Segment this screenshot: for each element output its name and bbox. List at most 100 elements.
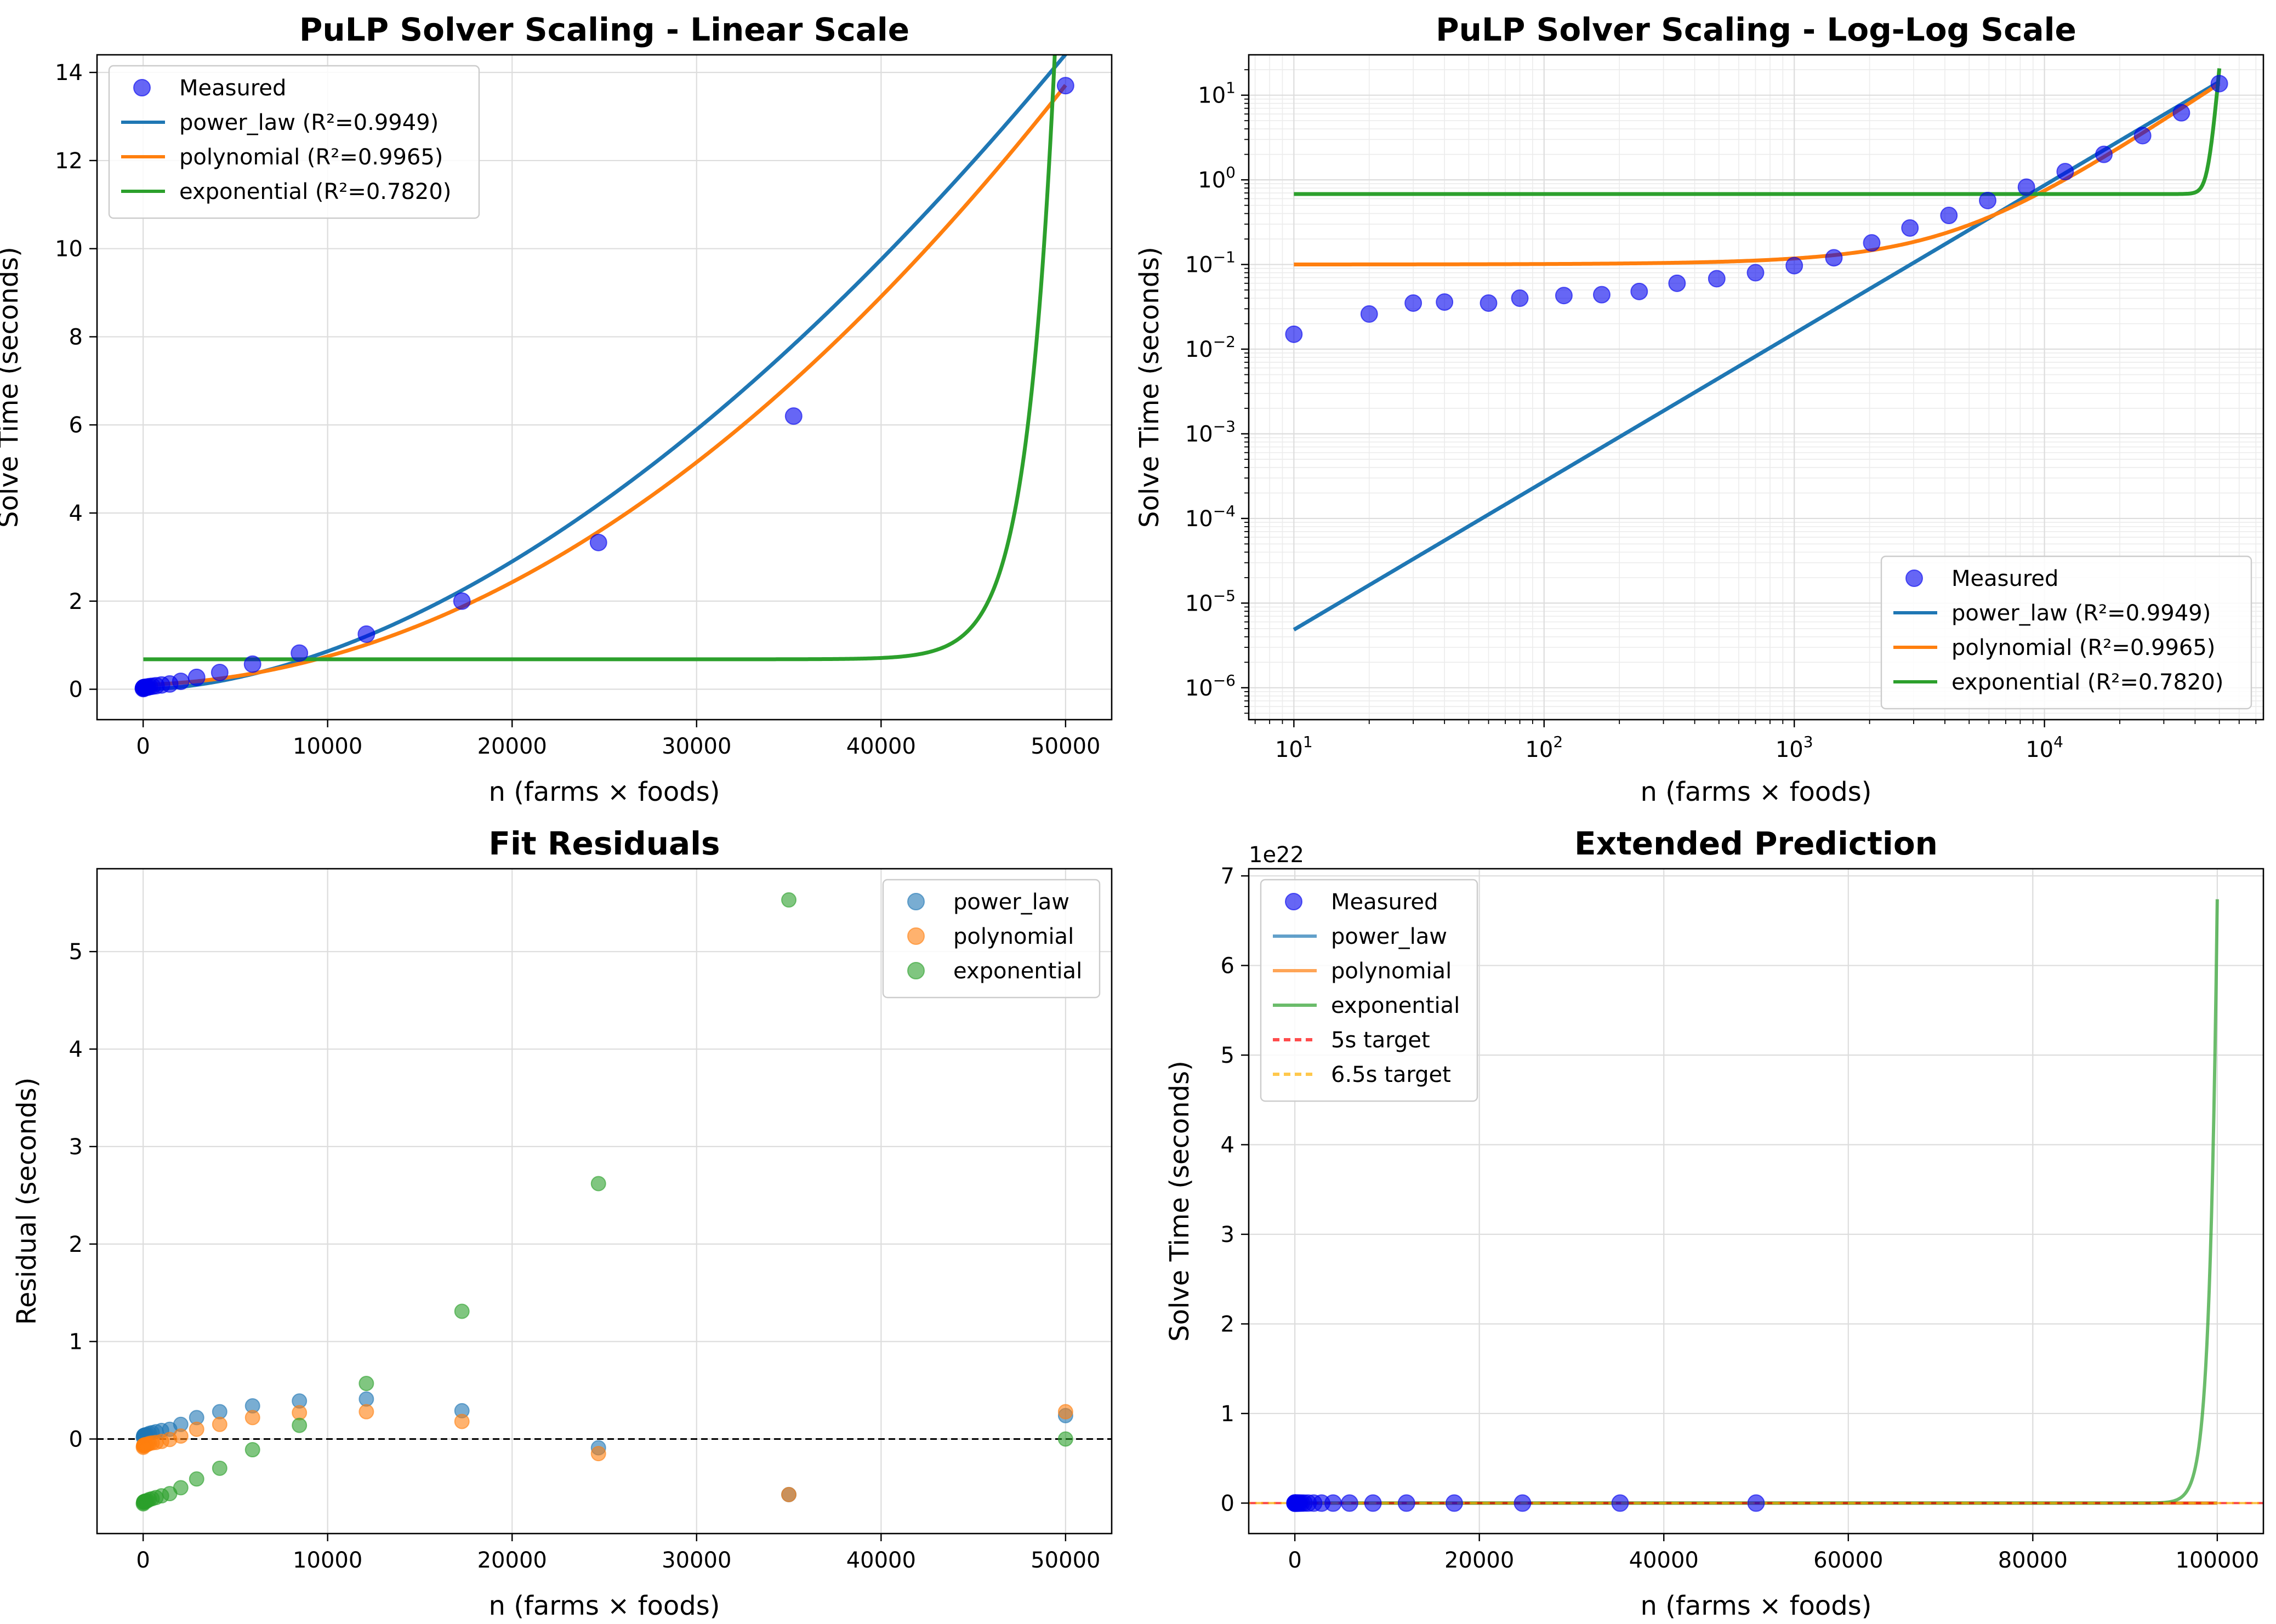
exponential-residual-point [292, 1417, 308, 1433]
exponential-residual-point [781, 892, 797, 908]
measured-point [1480, 294, 1498, 312]
measured-point [2172, 104, 2190, 122]
y-axis-label: Solve Time (seconds) [1164, 1061, 1195, 1342]
legend: Measured power_law (R²=0.9949) polynomial … [108, 65, 480, 219]
measured-point [1979, 191, 1997, 209]
y-tick-label: 0 [1221, 1491, 1234, 1516]
y-tick-label: 10−6 [1185, 671, 1236, 701]
legend-label: polynomial (R²=0.9965) [179, 145, 443, 170]
y-offset-label: 1e22 [1249, 842, 1304, 868]
y-tick-label: 10−5 [1185, 586, 1236, 616]
legend-label: power_law [953, 890, 1069, 915]
measured-point [1863, 234, 1881, 252]
y-tick-label: 7 [1221, 864, 1234, 889]
measured-point [2056, 163, 2074, 181]
measured-point [1397, 1494, 1415, 1512]
polynomial-residual-point [359, 1404, 374, 1420]
legend-label: exponential [1331, 993, 1460, 1018]
y-tick-label: 2 [69, 1232, 83, 1257]
measured-point [2095, 145, 2113, 163]
measured-point [2210, 75, 2228, 93]
y-tick-label: 6 [69, 413, 83, 438]
y-tick-label: 8 [69, 324, 83, 350]
x-tick-label: 104 [2025, 733, 2063, 762]
power-law-residual-point [359, 1391, 374, 1407]
measured-point [1747, 1494, 1765, 1512]
legend-label: exponential (R²=0.7820) [1951, 670, 2223, 695]
y-axis-label: Residual (seconds) [12, 1078, 42, 1325]
legend: Measured power_law polynomial exponential 5s… [1260, 879, 1478, 1102]
measured-point [172, 673, 190, 691]
legend-label: exponential (R²=0.7820) [179, 179, 451, 204]
polynomial-residual-point [292, 1405, 308, 1421]
fit-residuals-chart: 0 10000 20000 30000 40000 50000 0 1 2 3 4 5 Fit Res… [12, 825, 1113, 1621]
x-tick-label: 0 [1288, 1548, 1301, 1573]
x-tick-label: 30000 [662, 1548, 731, 1573]
chart-title: Extended Prediction [1574, 825, 1938, 862]
extended-prediction-chart: 0 20000 40000 60000 80000 100000 0 1 2 3 4 5 6 7 Exte… [1164, 825, 2264, 1621]
legend-label: polynomial [1331, 959, 1452, 984]
x-tick-label: 20000 [477, 734, 547, 759]
exponential-residual-point [590, 1176, 606, 1192]
y-tick-label: 0 [69, 677, 83, 703]
chart-title: PuLP Solver Scaling - Linear Scale [299, 11, 909, 48]
x-tick-label: 102 [1525, 733, 1563, 762]
legend-marker [1285, 893, 1302, 910]
x-tick-label: 100000 [2176, 1548, 2260, 1573]
legend-marker [907, 962, 925, 979]
measured-point [1364, 1494, 1382, 1512]
measured-point [1513, 1494, 1532, 1512]
measured-point [243, 655, 261, 673]
y-tick-label: 6 [1221, 954, 1234, 979]
measured-point [1611, 1494, 1629, 1512]
polynomial-residual-point [1057, 1404, 1073, 1420]
legend-label: power_law [1331, 924, 1447, 949]
polynomial-residual-point [212, 1416, 227, 1432]
exponential-residual-point [212, 1460, 227, 1476]
x-tick-label: 10000 [293, 1548, 362, 1573]
x-tick-label: 50000 [1031, 1548, 1100, 1573]
legend: power_law polynomial exponential [882, 879, 1101, 999]
measured-point [1901, 219, 1919, 237]
x-tick-label: 40000 [1629, 1548, 1699, 1573]
x-tick-label: 30000 [662, 734, 731, 759]
measured-point [2133, 127, 2152, 145]
legend-box [108, 65, 480, 219]
y-tick-label: 4 [1221, 1133, 1234, 1158]
x-tick-label: 20000 [1444, 1548, 1514, 1573]
legend-label: Measured [179, 76, 286, 101]
y-axis-label: Solve Time (seconds) [0, 247, 24, 528]
measured-point [1056, 77, 1074, 95]
x-tick-label: 103 [1776, 733, 1813, 762]
exponential-residual-point [244, 1442, 260, 1458]
measured-point [1630, 282, 1648, 300]
y-tick-label: 3 [69, 1135, 83, 1160]
legend-label: polynomial [953, 924, 1074, 949]
power-law-residual-point [212, 1404, 227, 1420]
measured-point [1708, 270, 1726, 288]
y-tick-label: 1 [1221, 1401, 1234, 1427]
legend-marker [1905, 569, 1923, 587]
y-tick-label: 2 [1221, 1312, 1234, 1337]
measured-point [1940, 207, 1958, 225]
polynomial-residual-point [590, 1446, 606, 1462]
legend-label: polynomial (R²=0.9965) [1951, 635, 2215, 660]
measured-point [1436, 293, 1454, 311]
chart-title: Fit Residuals [488, 825, 720, 862]
x-tick-label: 101 [1275, 733, 1313, 762]
x-axis-label: n (farms × foods) [489, 777, 720, 807]
legend-label: 6.5s target [1331, 1062, 1451, 1087]
x-tick-label: 80000 [1998, 1548, 2068, 1573]
y-tick-label: 0 [69, 1427, 83, 1452]
exponential-residual-point [189, 1471, 204, 1487]
legend-box [1880, 555, 2252, 710]
legend-label: 5s target [1331, 1028, 1430, 1053]
y-tick-label: 4 [69, 1037, 83, 1062]
exponential-residual-point [454, 1303, 470, 1319]
y-tick-label: 10−3 [1185, 417, 1236, 447]
measured-point [1285, 325, 1303, 343]
polynomial-residual-point [454, 1414, 470, 1429]
y-axis-label: Solve Time (seconds) [1134, 247, 1165, 528]
legend-label: Measured [1331, 890, 1438, 915]
measured-point [1785, 257, 1803, 275]
